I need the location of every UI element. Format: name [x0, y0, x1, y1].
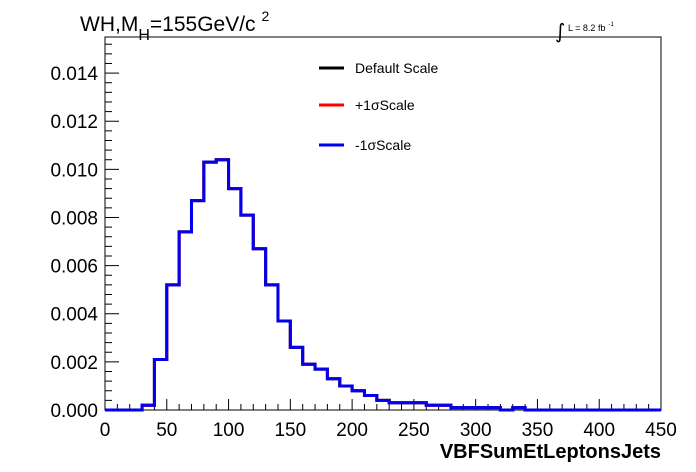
legend-label: Default Scale	[355, 60, 438, 76]
x-axis-label: VBFSumEtLeptonsJets	[440, 441, 661, 463]
lumi-text: L = 8.2 fb	[568, 23, 605, 33]
x-tick-label: 450	[645, 420, 677, 441]
lumi-integral-symbol: ∫	[555, 19, 565, 43]
x-tick-label: 0	[100, 420, 111, 441]
x-tick-label: 50	[156, 420, 177, 441]
title-prefix: WH,M	[80, 13, 138, 36]
y-tick-label: 0.012	[50, 112, 98, 133]
y-tick-label: 0.002	[50, 353, 98, 374]
x-tick-label: 100	[213, 420, 245, 441]
y-tick-label: 0.000	[50, 401, 98, 422]
x-axis: 0 50 100 150 200 250 300 350 400 450	[100, 399, 677, 441]
title-subscript: H	[138, 27, 150, 44]
y-tick-label: 0.004	[50, 305, 98, 326]
chart-title: WH,MH=155GeV/c 2	[80, 8, 270, 44]
lumi-superscript: -1	[608, 22, 614, 28]
y-axis: 0.000 0.002 0.004 0.006 0.008 0.010 0.012 0.014	[50, 43, 119, 422]
legend-label: -1σScale	[355, 137, 411, 153]
x-tick-label: 200	[336, 420, 368, 441]
lumi-label: L = 8.2 fb -1	[568, 22, 614, 33]
x-tick-label: 250	[398, 420, 430, 441]
y-tick-label: 0.008	[50, 208, 98, 229]
x-tick-label: 400	[583, 420, 615, 441]
series-line-minus-1sigma-scale	[105, 158, 661, 412]
x-tick-label: 300	[460, 420, 492, 441]
x-tick-label: 150	[274, 420, 306, 441]
y-tick-label: 0.006	[50, 257, 98, 278]
legend: Default Scale +1σScale -1σScale	[319, 60, 438, 153]
legend-label: +1σScale	[355, 97, 415, 113]
title-superscript: 2	[262, 8, 270, 24]
plot-frame	[104, 36, 662, 411]
title-suffix: =155GeV/c	[150, 13, 256, 36]
series-layer	[105, 158, 661, 412]
x-tick-label: 350	[522, 420, 554, 441]
y-tick-label: 0.014	[50, 64, 98, 85]
y-tick-label: 0.010	[50, 160, 98, 181]
